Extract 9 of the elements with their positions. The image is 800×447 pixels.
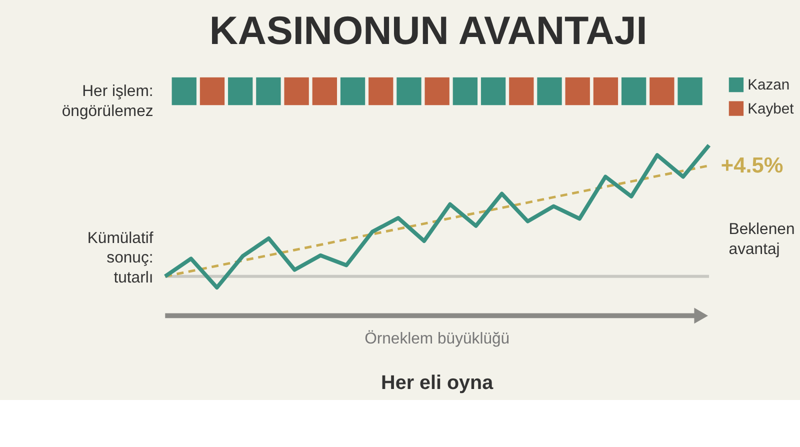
chart-title: KASINONUN AVANTAJI (209, 8, 648, 53)
x-axis-title: Örneklem büyüklüğü (364, 329, 510, 348)
text: Beklenen avantaj (728, 221, 795, 258)
text: Kümülatif sonuç: tutarlı (87, 230, 154, 286)
legend-label: Kazan (748, 78, 790, 94)
legend-label: Kaybet (748, 101, 795, 118)
text: Her eli oyna (381, 372, 494, 394)
text: Her işlem: öngörülemez (62, 83, 154, 120)
text: +4.5% (720, 152, 784, 178)
